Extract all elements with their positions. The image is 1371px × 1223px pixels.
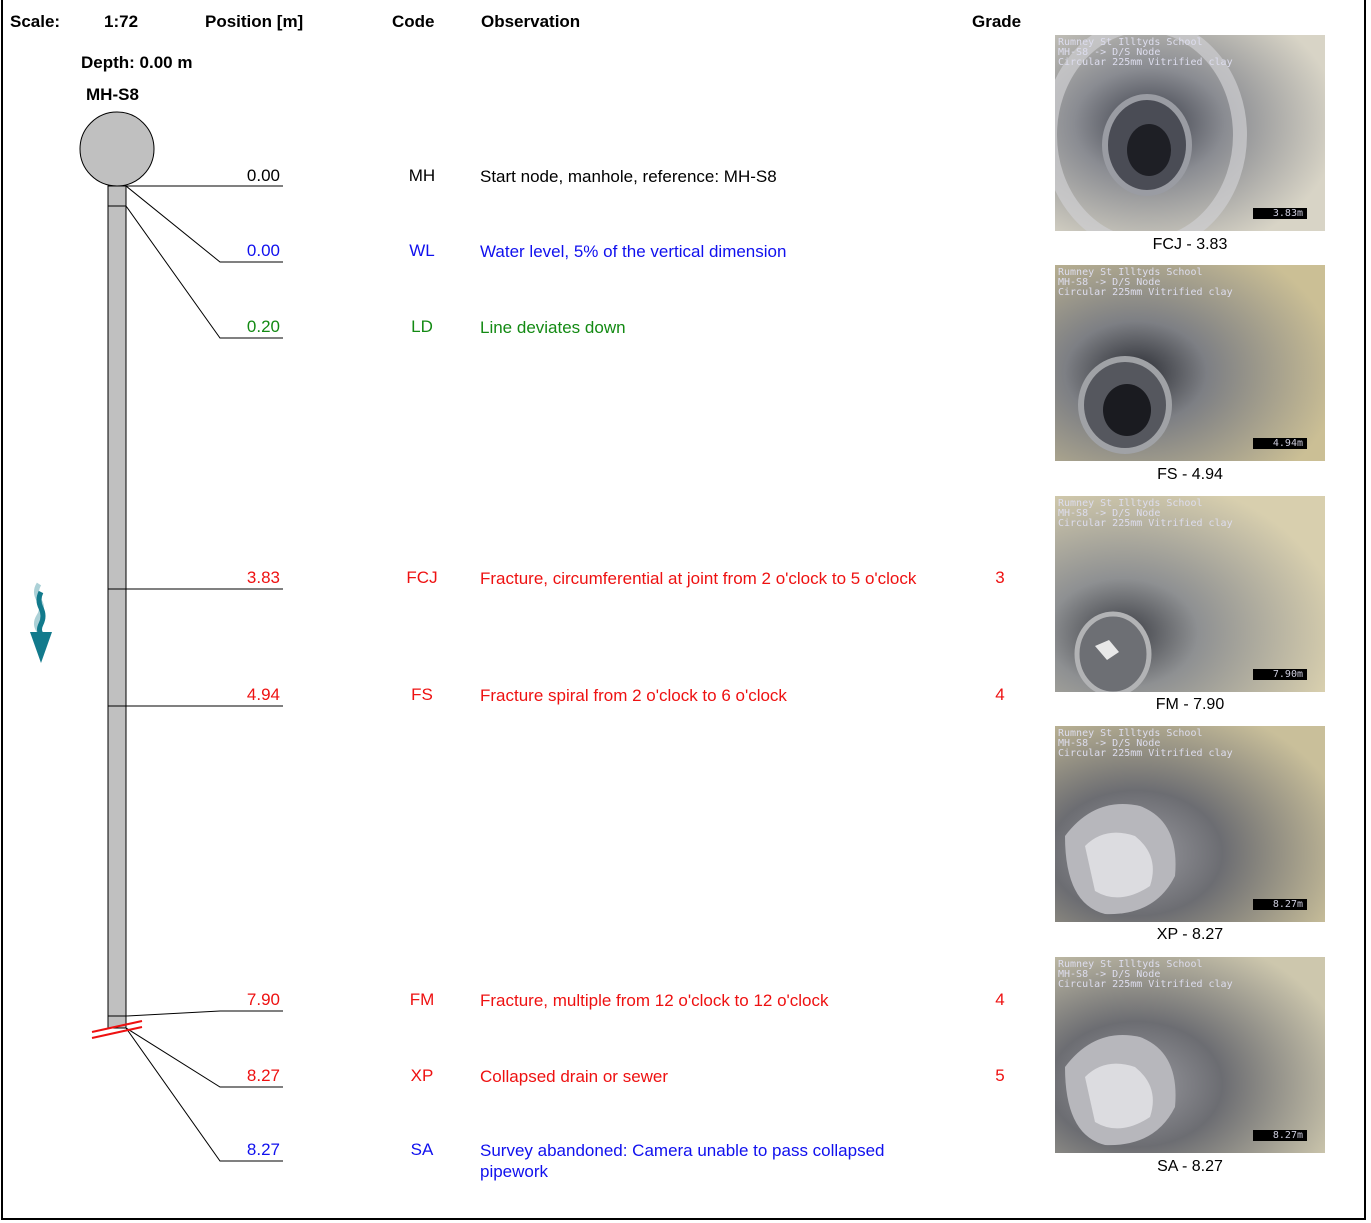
obs-position: 7.90 (246, 990, 280, 1009)
pipe-interior-image (1055, 35, 1325, 231)
flow-direction-icon (30, 582, 52, 663)
pipe-interior-image (1055, 957, 1325, 1153)
obs-code: FM (409, 990, 435, 1009)
code-header: Code (392, 12, 435, 31)
collapse-marker (91, 1020, 143, 1033)
photo-distance: 8.27m (1252, 1130, 1307, 1141)
obs-grade: 5 (995, 1066, 1005, 1085)
grade-header: Grade (972, 12, 1022, 31)
overlay-line: Circular 225mm Vitrified clay (1058, 518, 1233, 529)
obs-text: Survey abandoned: Camera unable to pass … (480, 1141, 885, 1181)
overlay-line: Rumney St Illtyds School (1058, 959, 1203, 970)
photo-caption: FCJ - 3.83 (1152, 236, 1228, 253)
obs-position: 8.27 (246, 1140, 280, 1159)
overlay-line: Rumney St Illtyds School (1058, 267, 1203, 278)
photo-distance: 4.94m (1252, 438, 1307, 449)
obs-position: 0.00 (246, 241, 280, 260)
collapse-marker (91, 1026, 143, 1039)
overlay-line: Circular 225mm Vitrified clay (1058, 748, 1233, 759)
observation-header: Observation (481, 12, 581, 31)
photo-caption: XP - 8.27 (1156, 926, 1224, 943)
photo-caption: FM - 7.90 (1155, 696, 1225, 713)
obs-code: LD (411, 317, 433, 336)
obs-code: FS (411, 685, 433, 704)
obs-text: Fracture, circumferential at joint from … (480, 569, 917, 588)
overlay-line: MH-S8 -> D/S Node (1058, 738, 1161, 749)
obs-text: Fracture, multiple from 12 o'clock to 12… (480, 991, 829, 1010)
obs-code: WL (409, 241, 435, 260)
obs-text: Line deviates down (480, 318, 626, 337)
manhole-symbol (79, 111, 155, 187)
pipe-interior-image (1055, 496, 1325, 692)
overlay-line: MH-S8 -> D/S Node (1058, 969, 1161, 980)
cctv-photo[interactable]: Rumney St Illtyds School MH-S8 -> D/S No… (1055, 35, 1325, 231)
position-header: Position [m] (205, 12, 304, 31)
scale-value: 1:72 (104, 12, 139, 31)
pipe-body (107, 185, 127, 1029)
obs-grade: 3 (995, 568, 1005, 587)
overlay-line: Circular 225mm Vitrified clay (1058, 287, 1233, 298)
photo-distance: 7.90m (1252, 669, 1307, 680)
leader-wl (125, 185, 283, 263)
obs-position: 8.27 (246, 1066, 280, 1085)
leader-sa (125, 1027, 283, 1162)
cctv-photo[interactable]: Rumney St Illtyds School MH-S8 -> D/S No… (1055, 957, 1325, 1153)
obs-code: MH (408, 166, 436, 185)
obs-grade: 4 (995, 685, 1005, 704)
leader-xp (125, 1027, 283, 1088)
obs-grade: 4 (995, 990, 1005, 1009)
photo-caption: SA - 8.27 (1157, 1158, 1223, 1175)
scale-label: Scale: (10, 12, 61, 31)
overlay-line: MH-S8 -> D/S Node (1058, 47, 1161, 58)
cctv-photo[interactable]: Rumney St Illtyds School MH-S8 -> D/S No… (1055, 726, 1325, 922)
node-depth: Depth: 0.00 m (81, 53, 193, 72)
obs-text: Fracture spiral from 2 o'clock to 6 o'cl… (480, 686, 787, 705)
overlay-line: Circular 225mm Vitrified clay (1058, 57, 1233, 68)
node-name: MH-S8 (86, 85, 139, 104)
obs-code: XP (410, 1066, 434, 1085)
overlay-line: Rumney St Illtyds School (1058, 728, 1203, 739)
overlay-line: Circular 225mm Vitrified clay (1058, 979, 1233, 990)
leader-ld (125, 205, 283, 339)
overlay-line: MH-S8 -> D/S Node (1058, 277, 1161, 288)
overlay-line: Rumney St Illtyds School (1058, 37, 1203, 48)
cctv-photo[interactable]: Rumney St Illtyds School MH-S8 -> D/S No… (1055, 265, 1325, 461)
obs-text: Start node, manhole, reference: MH-S8 (480, 167, 777, 186)
pipe-interior-image (1055, 265, 1325, 461)
obs-text: Collapsed drain or sewer (480, 1067, 669, 1086)
photo-caption: FS - 4.94 (1157, 466, 1223, 483)
photo-distance: 3.83m (1252, 208, 1307, 219)
obs-position: 0.00 (246, 166, 280, 185)
photo-distance: 8.27m (1252, 899, 1307, 910)
obs-position: 4.94 (246, 685, 280, 704)
overlay-line: Rumney St Illtyds School (1058, 498, 1203, 509)
overlay-line: MH-S8 -> D/S Node (1058, 508, 1161, 519)
obs-position: 0.20 (246, 317, 280, 336)
leader-fm (125, 1010, 283, 1017)
obs-text: Water level, 5% of the vertical dimensio… (480, 242, 787, 261)
cctv-photo[interactable]: Rumney St Illtyds School MH-S8 -> D/S No… (1055, 496, 1325, 692)
obs-code: SA (410, 1140, 434, 1159)
pipe-interior-image (1055, 726, 1325, 922)
obs-position: 3.83 (246, 568, 280, 587)
obs-code: FCJ (406, 568, 438, 587)
